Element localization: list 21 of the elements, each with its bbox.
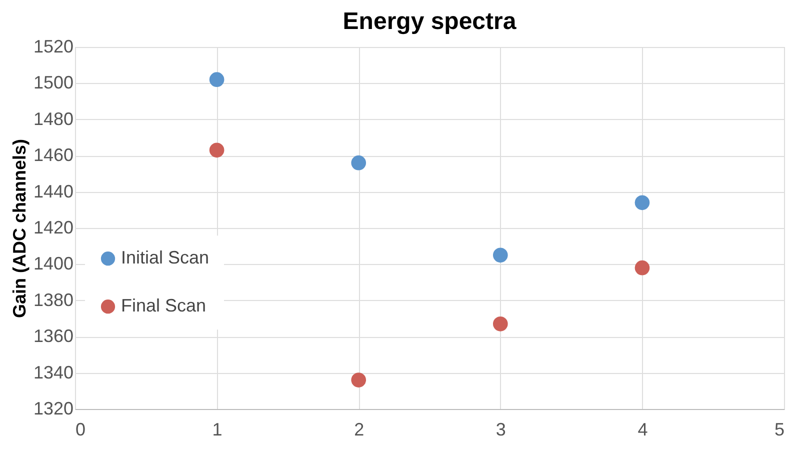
x-tick-label: 5 bbox=[774, 420, 784, 440]
x-tick-label: 0 bbox=[76, 420, 86, 440]
y-tick-label: 1520 bbox=[33, 36, 74, 56]
x-tick-label: 4 bbox=[638, 420, 648, 440]
y-tick-label: 1440 bbox=[33, 181, 74, 202]
y-tick-label: 1420 bbox=[33, 218, 74, 238]
y-tick-label: 1380 bbox=[33, 290, 74, 310]
y-tick-label: 1360 bbox=[33, 326, 74, 346]
y-tick-label: 1460 bbox=[33, 145, 74, 166]
chart-title: Energy spectra bbox=[342, 8, 517, 35]
y-tick-label: 1320 bbox=[33, 398, 74, 418]
legend-label: Initial Scan bbox=[121, 248, 210, 268]
x-tick-label: 1 bbox=[212, 420, 222, 440]
y-axis-title: Gain (ADC channels) bbox=[9, 138, 30, 318]
y-tick-label: 1480 bbox=[33, 108, 74, 129]
x-tick-label: 2 bbox=[354, 420, 364, 440]
y-tick-label: 1400 bbox=[33, 254, 74, 274]
y-tick-label: 1340 bbox=[33, 362, 74, 382]
y-tick-label: 1500 bbox=[33, 72, 74, 93]
x-tick-label: 3 bbox=[496, 420, 506, 440]
legend-label: Final Scan bbox=[121, 296, 206, 316]
